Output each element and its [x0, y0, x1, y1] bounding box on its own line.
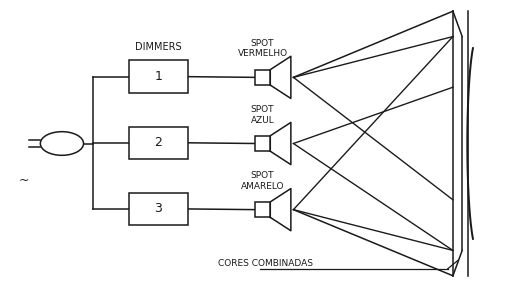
- Text: SPOT
AMARELO: SPOT AMARELO: [241, 171, 284, 191]
- Text: SPOT
VERMELHO: SPOT VERMELHO: [238, 39, 288, 58]
- FancyBboxPatch shape: [255, 136, 270, 151]
- Text: ~: ~: [19, 174, 29, 187]
- FancyBboxPatch shape: [129, 127, 188, 159]
- Text: 3: 3: [154, 202, 162, 216]
- Text: 2: 2: [154, 136, 162, 149]
- FancyBboxPatch shape: [129, 193, 188, 225]
- FancyBboxPatch shape: [255, 70, 270, 85]
- Text: 1: 1: [154, 70, 162, 83]
- Text: SPOT
AZUL: SPOT AZUL: [251, 105, 275, 125]
- FancyBboxPatch shape: [255, 202, 270, 217]
- Text: DIMMERS: DIMMERS: [135, 42, 181, 52]
- Text: CORES COMBINADAS: CORES COMBINADAS: [218, 259, 313, 267]
- FancyBboxPatch shape: [129, 61, 188, 93]
